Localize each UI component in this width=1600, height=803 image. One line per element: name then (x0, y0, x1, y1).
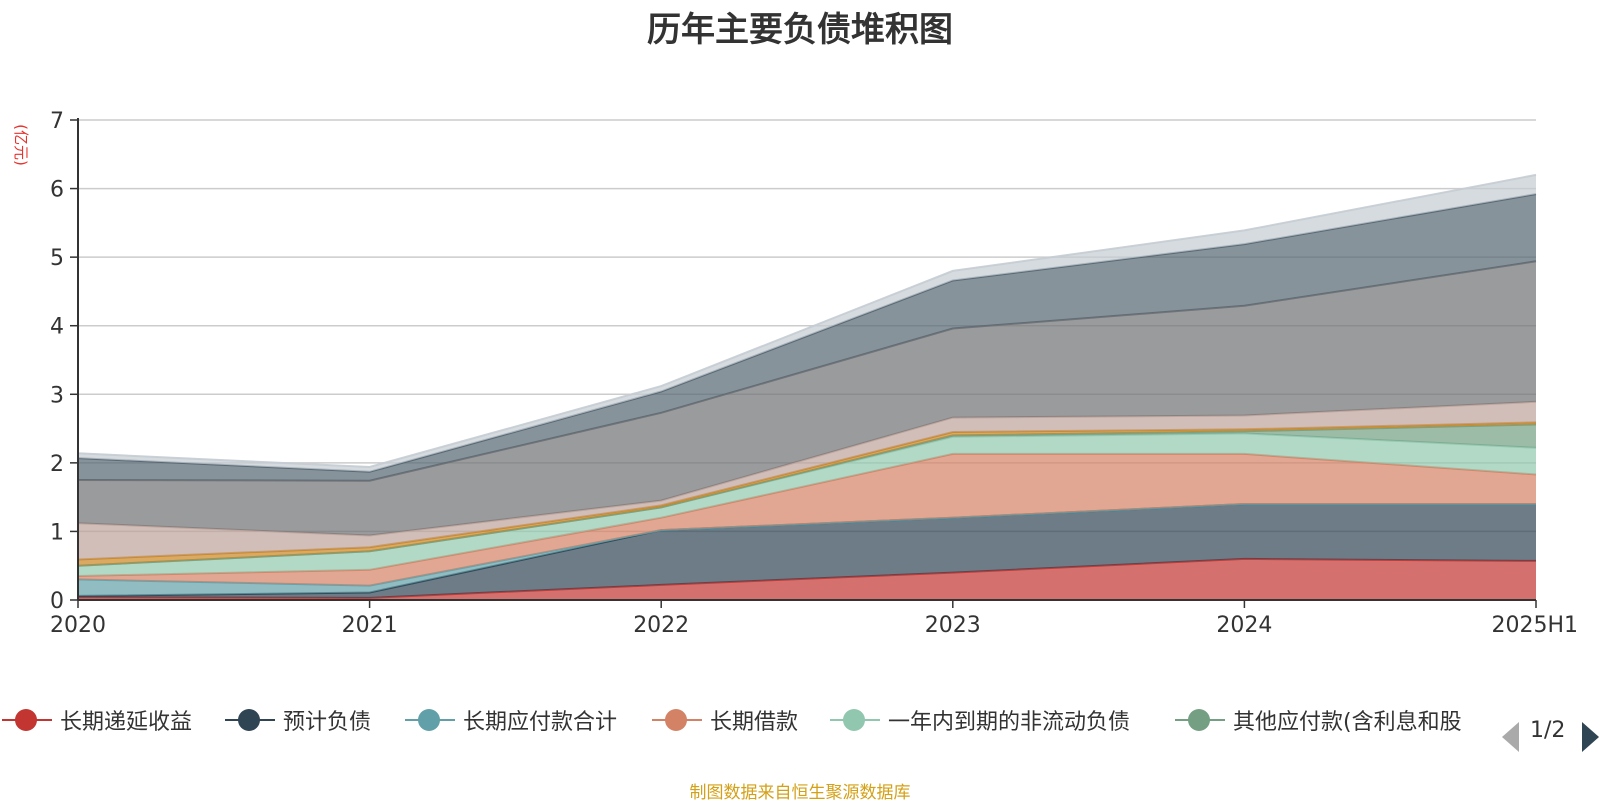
legend-label: 预计负债 (283, 710, 372, 735)
x-tick-label: 2023 (925, 613, 981, 638)
unit-label: (亿元) (12, 124, 30, 166)
axes: 0 1 2 3 4 5 6 7 2020 2021 2022 2023 2024 2025H1 (50, 109, 1578, 638)
legend-item-4[interactable]: 长期借款 (652, 700, 798, 740)
x-tick-label: 2020 (50, 613, 106, 638)
x-tick-label: 2021 (342, 613, 398, 638)
legend-item-6[interactable]: 其他应付款(含利息和股 (1175, 700, 1462, 740)
area-series-6 (78, 424, 1536, 566)
legend-item-2[interactable]: 预计负债 (225, 700, 371, 740)
legend-marker-icon (830, 700, 880, 740)
legend-marker-icon (1175, 700, 1225, 740)
x-tick-label: 2024 (1216, 613, 1272, 638)
area-series-2 (78, 504, 1536, 598)
area-series-8 (78, 401, 1536, 560)
x-tick-label: 2022 (633, 613, 689, 638)
legend-item-1[interactable]: 长期递延收益 (2, 700, 192, 740)
y-tick-label: 0 (50, 589, 64, 614)
legend-marker-icon (2, 700, 52, 740)
legend-prev-page-icon[interactable] (1502, 722, 1519, 752)
area-series-3 (78, 504, 1536, 596)
area-series-4 (78, 453, 1536, 586)
legend-label: 一年内到期的非流动负债 (888, 710, 1131, 735)
chart-title: 历年主要负债堆积图 (647, 10, 953, 50)
legend-label: 其他应付款(含利息和股 (1233, 710, 1462, 735)
legend-marker-icon (225, 700, 275, 740)
legend-item-3[interactable]: 长期应付款合计 (405, 700, 617, 740)
legend-page-indicator: 1/2 (1530, 718, 1566, 743)
data-source-note: 制图数据来自恒生聚源数据库 (689, 783, 911, 803)
y-tick-label: 4 (50, 315, 64, 340)
y-tick-label: 7 (50, 109, 64, 134)
legend: 长期递延收益 预计负债 长期应付款合计 长期借款 一年内到期的非流动负债 其他应付款(含利… (0, 700, 1600, 740)
x-tick-label: 2025H1 (1491, 613, 1578, 638)
legend-marker-icon (652, 700, 702, 740)
area-series-group (77, 173, 1537, 600)
y-tick-label: 5 (50, 246, 64, 271)
legend-label: 长期应付款合计 (463, 710, 618, 735)
legend-next-page-icon[interactable] (1582, 722, 1599, 752)
area-series-9 (78, 261, 1536, 536)
legend-item-5[interactable]: 一年内到期的非流动负债 (830, 700, 1130, 740)
area-series-10 (78, 194, 1536, 481)
area-series-11 (78, 174, 1536, 472)
y-tick-label: 6 (50, 178, 64, 203)
legend-label: 长期借款 (710, 710, 799, 735)
legend-label: 长期递延收益 (60, 710, 193, 735)
y-tick-label: 3 (50, 383, 64, 408)
legend-marker-icon (405, 700, 455, 740)
y-tick-label: 2 (50, 452, 64, 477)
area-series-line-11 (77, 173, 1537, 469)
y-tick-label: 1 (50, 520, 64, 545)
